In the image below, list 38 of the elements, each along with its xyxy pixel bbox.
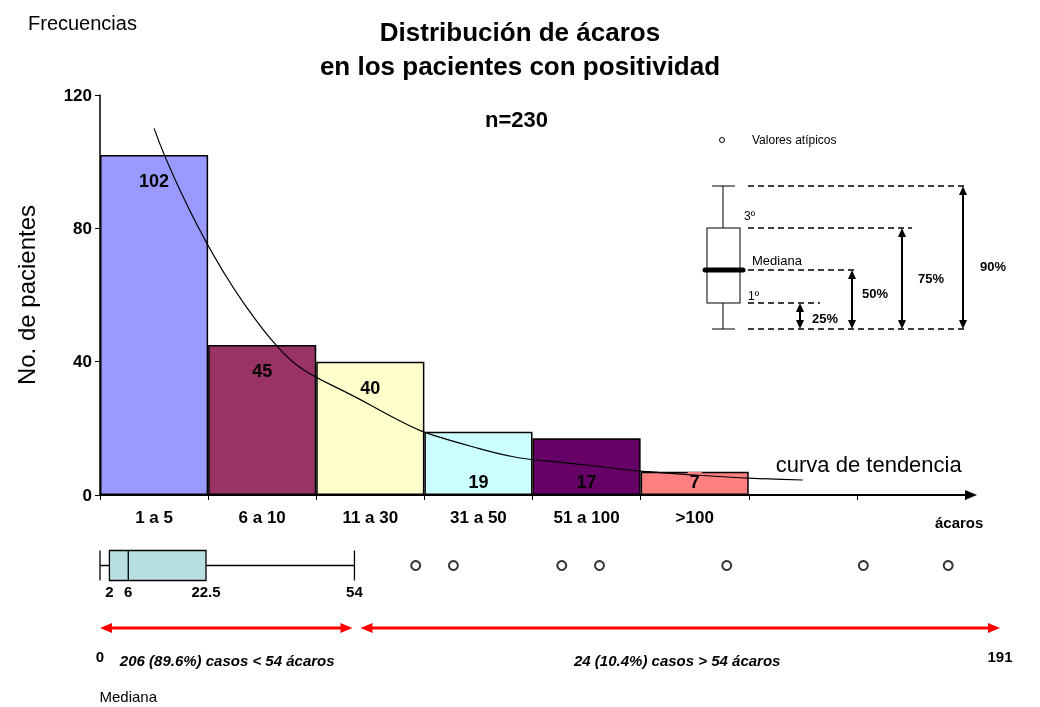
y-tick-label: 80 xyxy=(73,218,92,238)
annotation: Valores atípicos xyxy=(752,133,837,147)
data-label: 40 xyxy=(360,377,381,398)
x-tick-label: 31 a 50 xyxy=(450,508,507,527)
x-tick-label: 6 a 10 xyxy=(238,508,286,527)
text: Mediana xyxy=(99,688,158,705)
y-tick-label: 40 xyxy=(73,352,92,372)
data-label: 19 xyxy=(468,472,489,492)
text: n=230 xyxy=(485,106,548,132)
y-axis-title: No. de pacientes xyxy=(12,204,40,386)
data-label: 17 xyxy=(576,472,597,492)
data-label: 7 xyxy=(689,472,700,492)
text: Frecuencias xyxy=(28,12,137,34)
text: 22.5 xyxy=(191,583,221,600)
annotation: 1º xyxy=(748,289,760,303)
annotation: 50% xyxy=(862,286,889,301)
series-label: curva de tendencia xyxy=(775,451,963,477)
y-tick-label: 120 xyxy=(63,85,92,105)
data-label: 45 xyxy=(252,361,273,381)
annotation: Mediana xyxy=(752,253,803,268)
text: 24 (10.4%) casos > 54 ácaros xyxy=(573,652,781,669)
x-tick-label: 11 a 30 xyxy=(342,508,399,527)
y-tick-label: 0 xyxy=(82,485,92,505)
annotation: 3º xyxy=(744,209,756,223)
x-tick-label: 191 xyxy=(987,648,1013,665)
x-tick-label: 51 a 100 xyxy=(553,508,620,527)
text: 206 (89.6%) casos < 54 ácaros xyxy=(118,652,335,669)
chart-title: Distribución de ácaros en los pacientes con positividad xyxy=(319,17,721,81)
text: 6 xyxy=(124,583,133,600)
x-tick-label: 1 a 5 xyxy=(135,508,173,527)
text: 90% xyxy=(980,259,1007,274)
annotation: 25% xyxy=(812,311,839,326)
x-tick-label: >100 xyxy=(675,508,714,527)
data-label: 102 xyxy=(139,171,170,191)
annotation: 75% xyxy=(918,271,945,286)
x-axis-title: ácaros xyxy=(935,514,984,531)
text: 2 xyxy=(105,583,114,600)
text: 54 xyxy=(346,583,364,600)
